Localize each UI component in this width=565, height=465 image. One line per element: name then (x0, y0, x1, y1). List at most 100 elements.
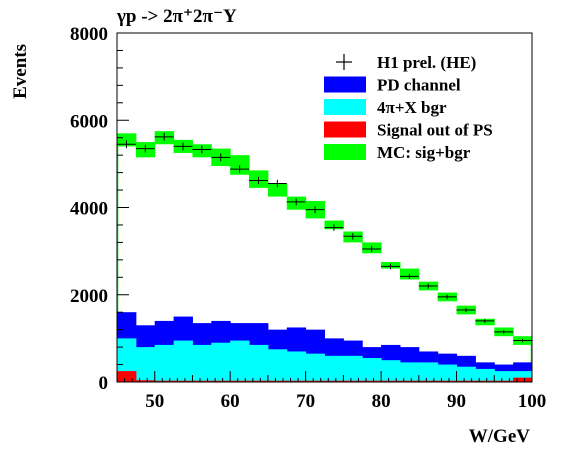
signal-out-of-ps-bin (513, 377, 533, 382)
4-x-bgr-bin (513, 371, 533, 382)
signal-out-of-ps-bin (494, 380, 514, 382)
mc-band-bin (230, 155, 250, 175)
x-tick-label: 100 (518, 391, 547, 412)
h1-data-point (513, 338, 532, 343)
h1-data-point (399, 273, 419, 280)
h1-data-point (135, 144, 155, 153)
4-x-bgr-bin (249, 344, 269, 382)
y-tick-label: 2000 (70, 286, 108, 307)
4-x-bgr-bin (192, 344, 212, 382)
signal-out-of-ps-bin (418, 380, 439, 382)
signal-out-of-ps-bin (192, 380, 212, 382)
legend-entry: 4π+X bgr (324, 98, 447, 117)
data-points (117, 132, 532, 343)
4-x-bgr-bin (381, 360, 401, 382)
x-tick-label: 60 (221, 391, 240, 412)
signal-out-of-ps-bin (117, 371, 137, 382)
4-x-bgr-bin (399, 362, 420, 382)
mc-band-bin (117, 133, 137, 147)
h1-data-point (192, 145, 212, 154)
signal-out-of-ps-bin (135, 380, 156, 382)
x-tick-label: 50 (145, 391, 164, 412)
4-x-bgr-bin (324, 355, 344, 382)
legend-label: H1 prel. (HE) (377, 53, 476, 72)
h1-data-point (343, 233, 363, 240)
h1-data-point (381, 263, 400, 270)
signal-out-of-ps-bin (456, 380, 476, 382)
x-tick-label: 80 (372, 391, 391, 412)
signal-out-of-ps-bin (437, 380, 458, 382)
h1-data-point (494, 330, 514, 334)
h1-data-point (475, 318, 495, 323)
h1-data-point (267, 179, 287, 188)
4-x-bgr-bin (343, 355, 363, 382)
legend-entry: Signal out of PS (324, 121, 493, 140)
x-tick-label: 90 (447, 391, 466, 412)
y-tick-label: 6000 (70, 111, 108, 132)
axes: 50 60 70 80 90 100 0 2000 4000 6000 8000 (70, 24, 546, 412)
chart-title: γp -> 2π⁺2π⁻Y (116, 6, 237, 27)
histogram-bars (116, 131, 533, 382)
y-tick-label: 4000 (70, 199, 108, 220)
legend-label: PD channel (377, 76, 461, 95)
h1-data-point (418, 283, 438, 289)
signal-out-of-ps-bin (399, 380, 420, 382)
signal-out-of-ps-bin (173, 380, 193, 382)
4-x-bgr-bin (135, 347, 156, 382)
y-tick-label: 8000 (70, 24, 108, 45)
signal-out-of-ps-bin (381, 380, 401, 382)
4-x-bgr-bin (267, 349, 288, 382)
4-x-bgr-bin (305, 353, 325, 382)
y-axis-label: Events (10, 44, 31, 99)
legend-entry: PD channel (324, 76, 461, 95)
4-x-bgr-bin (418, 362, 439, 382)
legend-swatch (324, 121, 366, 138)
h1-data-point (286, 198, 306, 206)
h1-data-point (117, 140, 136, 149)
h1-data-point (456, 307, 476, 313)
h1-data-point (154, 132, 174, 141)
signal-out-of-ps-bin (249, 380, 269, 382)
legend-label: 4π+X bgr (377, 98, 447, 117)
legend: H1 prel. (HE) PD channel 4π+X bgr Signal ou… (324, 53, 493, 162)
legend-entry: H1 prel. (HE) (336, 53, 476, 72)
signal-out-of-ps-bin (154, 380, 175, 382)
4-x-bgr-bin (475, 368, 495, 382)
signal-out-of-ps-bin (324, 380, 344, 382)
signal-out-of-ps-bin (230, 380, 250, 382)
legend-label: MC: sig+bgr (377, 143, 471, 162)
4-x-bgr-bin (437, 364, 458, 382)
4-x-bgr-bin (362, 358, 382, 382)
x-tick-label: 70 (296, 391, 315, 412)
h1-data-point (437, 294, 457, 300)
h1-data-point (362, 245, 382, 252)
4-x-bgr-bin (211, 342, 231, 382)
signal-out-of-ps-bin (475, 380, 495, 382)
y-tick-label: 0 (99, 373, 109, 394)
h1-data-point (211, 153, 231, 162)
legend-swatch (324, 76, 366, 93)
signal-out-of-ps-bin (286, 380, 307, 382)
4-x-bgr-bin (456, 366, 476, 382)
4-x-bgr-bin (494, 371, 514, 382)
x-axis-label: W/GeV (469, 426, 530, 447)
signal-out-of-ps-bin (362, 380, 382, 382)
4-x-bgr-bin (154, 344, 175, 382)
h1-data-point (305, 206, 325, 214)
h1-data-point (173, 142, 193, 151)
4-x-bgr-bin (173, 340, 193, 382)
legend-swatch (324, 99, 366, 115)
4-x-bgr-bin (230, 340, 250, 382)
h1-data-point (230, 165, 250, 173)
signal-out-of-ps-bin (211, 380, 231, 382)
4-x-bgr-bin (286, 351, 307, 382)
mc-band-bin (267, 183, 288, 197)
legend-entry: MC: sig+bgr (324, 143, 471, 162)
signal-out-of-ps-bin (343, 380, 363, 382)
h1-data-point (249, 176, 268, 185)
signal-out-of-ps-bin (305, 380, 325, 382)
legend-label: Signal out of PS (377, 121, 493, 140)
legend-swatch (324, 144, 366, 160)
h1-data-point (324, 224, 344, 231)
